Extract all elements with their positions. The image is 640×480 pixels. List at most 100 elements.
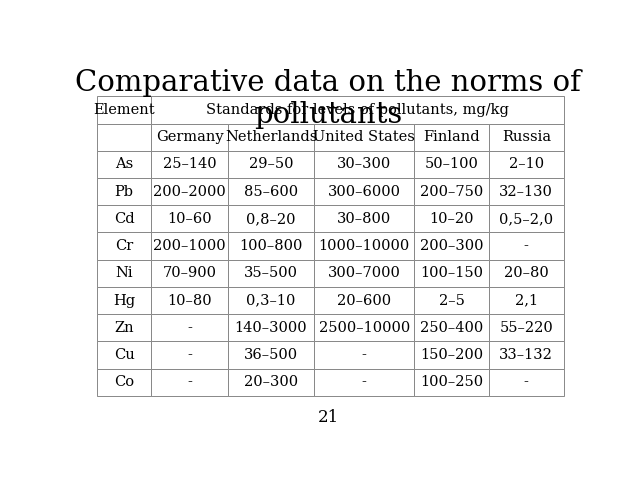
Text: 100–150: 100–150 bbox=[420, 266, 483, 280]
Bar bbox=[151, 260, 228, 287]
Text: 100–800: 100–800 bbox=[239, 239, 303, 253]
Text: -: - bbox=[524, 375, 529, 389]
Bar bbox=[415, 124, 489, 151]
Bar bbox=[151, 96, 564, 124]
Bar bbox=[228, 151, 314, 178]
Text: 20–300: 20–300 bbox=[244, 375, 298, 389]
Bar bbox=[97, 124, 151, 151]
Text: Element: Element bbox=[93, 103, 155, 117]
Text: 29–50: 29–50 bbox=[249, 157, 293, 171]
Text: 0,8–20: 0,8–20 bbox=[246, 212, 296, 226]
Bar bbox=[314, 151, 415, 178]
Text: 200–300: 200–300 bbox=[420, 239, 483, 253]
Bar bbox=[415, 232, 489, 260]
Bar bbox=[314, 341, 415, 369]
Text: 30–800: 30–800 bbox=[337, 212, 392, 226]
Text: Cd: Cd bbox=[114, 212, 134, 226]
Text: -: - bbox=[362, 348, 367, 362]
Bar bbox=[228, 260, 314, 287]
Bar bbox=[489, 260, 564, 287]
Bar bbox=[314, 205, 415, 232]
Bar bbox=[151, 151, 228, 178]
Text: Netherlands: Netherlands bbox=[225, 130, 317, 144]
Bar bbox=[228, 287, 314, 314]
Text: 20–80: 20–80 bbox=[504, 266, 548, 280]
Text: Ni: Ni bbox=[115, 266, 133, 280]
Bar bbox=[415, 151, 489, 178]
Text: 70–900: 70–900 bbox=[163, 266, 216, 280]
Bar bbox=[415, 178, 489, 205]
Bar bbox=[228, 341, 314, 369]
Bar bbox=[228, 369, 314, 396]
Text: 21: 21 bbox=[317, 409, 339, 426]
Text: 250–400: 250–400 bbox=[420, 321, 483, 335]
Bar bbox=[151, 341, 228, 369]
Text: Cr: Cr bbox=[115, 239, 133, 253]
Bar bbox=[489, 151, 564, 178]
Bar bbox=[151, 314, 228, 341]
Bar bbox=[97, 232, 151, 260]
Bar bbox=[314, 369, 415, 396]
Text: 200–750: 200–750 bbox=[420, 185, 483, 199]
Bar bbox=[415, 341, 489, 369]
Bar bbox=[415, 369, 489, 396]
Bar bbox=[489, 205, 564, 232]
Bar bbox=[228, 232, 314, 260]
Bar bbox=[97, 260, 151, 287]
Bar bbox=[489, 369, 564, 396]
Bar bbox=[151, 369, 228, 396]
Bar bbox=[314, 260, 415, 287]
Bar bbox=[489, 287, 564, 314]
Bar bbox=[97, 314, 151, 341]
Bar bbox=[97, 96, 151, 124]
Text: 0,5–2,0: 0,5–2,0 bbox=[499, 212, 554, 226]
Bar bbox=[97, 341, 151, 369]
Text: Co: Co bbox=[114, 375, 134, 389]
Bar bbox=[97, 369, 151, 396]
Text: 140–3000: 140–3000 bbox=[235, 321, 307, 335]
Bar bbox=[228, 124, 314, 151]
Text: 10–60: 10–60 bbox=[167, 212, 212, 226]
Text: United States: United States bbox=[314, 130, 415, 144]
Bar bbox=[489, 178, 564, 205]
Bar bbox=[314, 178, 415, 205]
Bar bbox=[97, 287, 151, 314]
Bar bbox=[228, 205, 314, 232]
Bar bbox=[489, 341, 564, 369]
Text: As: As bbox=[115, 157, 133, 171]
Text: 85–600: 85–600 bbox=[244, 185, 298, 199]
Text: 300–7000: 300–7000 bbox=[328, 266, 401, 280]
Text: 2,1: 2,1 bbox=[515, 294, 538, 308]
Text: -: - bbox=[187, 375, 192, 389]
Text: 200–1000: 200–1000 bbox=[153, 239, 226, 253]
Bar bbox=[151, 232, 228, 260]
Text: -: - bbox=[362, 375, 367, 389]
Bar bbox=[228, 178, 314, 205]
Bar bbox=[489, 124, 564, 151]
Text: Hg: Hg bbox=[113, 294, 135, 308]
Bar bbox=[151, 205, 228, 232]
Text: 200–2000: 200–2000 bbox=[153, 185, 226, 199]
Text: 150–200: 150–200 bbox=[420, 348, 483, 362]
Bar bbox=[97, 205, 151, 232]
Text: -: - bbox=[524, 239, 529, 253]
Text: 10–80: 10–80 bbox=[167, 294, 212, 308]
Bar bbox=[415, 205, 489, 232]
Text: 50–100: 50–100 bbox=[425, 157, 479, 171]
Text: -: - bbox=[187, 321, 192, 335]
Bar bbox=[415, 314, 489, 341]
Bar bbox=[151, 287, 228, 314]
Bar bbox=[151, 124, 228, 151]
Bar bbox=[228, 314, 314, 341]
Bar bbox=[314, 124, 415, 151]
Bar bbox=[97, 178, 151, 205]
Text: Germany: Germany bbox=[156, 130, 223, 144]
Text: 55–220: 55–220 bbox=[499, 321, 553, 335]
Text: 20–600: 20–600 bbox=[337, 294, 391, 308]
Text: Pb: Pb bbox=[115, 185, 134, 199]
Bar bbox=[314, 232, 415, 260]
Bar bbox=[489, 232, 564, 260]
Text: Cu: Cu bbox=[114, 348, 134, 362]
Bar bbox=[314, 287, 415, 314]
Text: 2–5: 2–5 bbox=[439, 294, 465, 308]
